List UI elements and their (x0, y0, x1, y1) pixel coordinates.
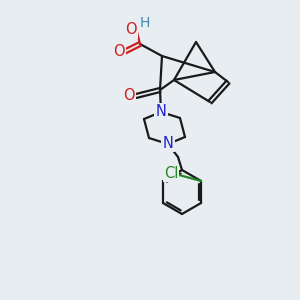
Text: H: H (140, 16, 150, 30)
Text: Cl: Cl (164, 166, 178, 181)
Text: N: N (156, 104, 167, 119)
Text: O: O (113, 44, 125, 59)
Text: O: O (125, 22, 137, 38)
Text: O: O (123, 88, 135, 103)
Text: N: N (163, 136, 173, 151)
